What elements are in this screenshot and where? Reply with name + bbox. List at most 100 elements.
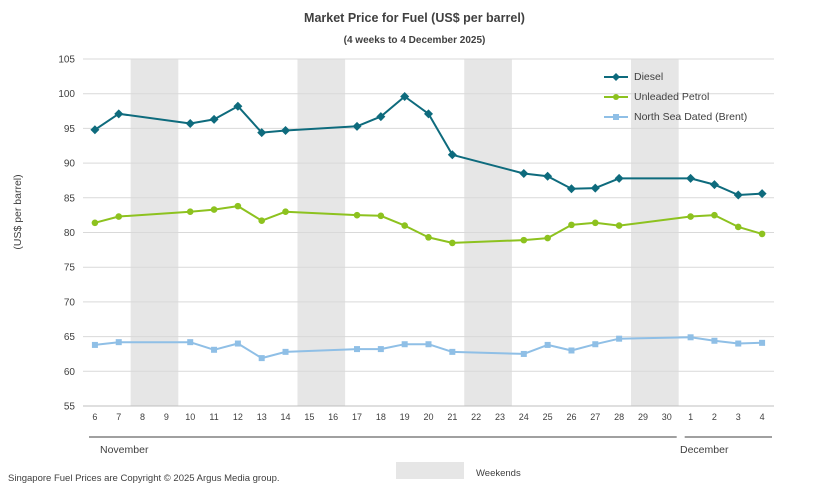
point-2-22 — [616, 335, 623, 342]
y-tick-label-55: 55 — [64, 402, 76, 413]
month-label-december: December — [680, 444, 729, 456]
x-tick-label-5: 11 — [209, 412, 218, 422]
y-tick-label-100: 100 — [58, 89, 75, 100]
point-0-12 — [376, 112, 386, 122]
legend-brent-swatch — [604, 114, 628, 120]
chart-title: Market Price for Fuel (US$ per barrel) — [304, 11, 525, 25]
x-tick-label-20: 26 — [566, 412, 576, 422]
legend-label-brent: North Sea Dated (Brent) — [634, 111, 748, 123]
x-tick-label-18: 24 — [519, 412, 529, 422]
x-tick-label-22: 28 — [614, 412, 624, 422]
x-tick-label-8: 14 — [281, 412, 291, 422]
x-tick-label-21: 27 — [590, 412, 600, 422]
point-1-14 — [425, 234, 432, 241]
point-1-13 — [401, 222, 408, 229]
point-1-1 — [115, 213, 123, 220]
x-tick-label-11: 17 — [352, 412, 362, 422]
y-tick-label-60: 60 — [64, 367, 76, 378]
point-2-15 — [449, 348, 456, 355]
point-0-6 — [233, 101, 243, 111]
point-1-25 — [687, 213, 694, 220]
y-tick-label-65: 65 — [64, 332, 76, 343]
point-1-11 — [353, 211, 361, 219]
x-tick-label-2: 8 — [140, 412, 145, 422]
point-2-19 — [544, 341, 551, 348]
x-tick-label-27: 3 — [736, 412, 741, 422]
point-0-5 — [209, 114, 219, 124]
legend-label-diesel: Diesel — [634, 71, 664, 83]
point-2-8 — [282, 348, 289, 355]
point-2-1 — [115, 339, 122, 346]
point-2-25 — [687, 334, 694, 341]
point-2-20 — [568, 347, 575, 354]
y-tick-label-75: 75 — [64, 263, 76, 274]
point-1-0 — [91, 219, 99, 227]
point-0-4 — [185, 119, 195, 129]
x-tick-label-25: 1 — [688, 412, 693, 422]
x-tick-label-10: 16 — [328, 412, 338, 422]
x-tick-label-23: 29 — [638, 412, 648, 422]
x-tick-label-13: 19 — [400, 412, 410, 422]
x-tick-label-9: 15 — [304, 412, 314, 422]
point-2-6 — [234, 340, 241, 347]
y-tick-label-95: 95 — [64, 124, 76, 135]
legend-label-unleaded-petrol: Unleaded Petrol — [634, 91, 710, 103]
x-tick-label-26: 2 — [712, 412, 717, 422]
x-tick-label-14: 20 — [423, 412, 433, 422]
y-tick-label-85: 85 — [64, 193, 76, 204]
point-2-14 — [425, 341, 432, 348]
x-tick-label-19: 25 — [543, 412, 553, 422]
x-tick-label-4: 10 — [185, 412, 195, 422]
x-tick-label-16: 22 — [471, 412, 481, 422]
y-tick-label-80: 80 — [64, 228, 76, 239]
point-0-20 — [566, 184, 576, 194]
x-tick-label-24: 30 — [662, 412, 672, 422]
legend-diesel-swatch — [604, 73, 628, 81]
point-0-13 — [400, 91, 410, 101]
point-1-6 — [234, 202, 242, 210]
x-tick-label-7: 13 — [257, 412, 267, 422]
copyright-footer: Singapore Fuel Prices are Copyright © 20… — [8, 473, 280, 484]
x-tick-label-12: 18 — [376, 412, 386, 422]
point-1-20 — [568, 221, 575, 229]
point-2-28 — [759, 339, 766, 346]
point-2-4 — [187, 339, 194, 346]
month-label-november: November — [100, 444, 149, 456]
y-tick-label-70: 70 — [64, 297, 76, 308]
point-2-7 — [258, 355, 265, 362]
point-2-21 — [592, 341, 599, 348]
point-0-26 — [709, 180, 719, 190]
y-tick-label-90: 90 — [64, 159, 76, 170]
x-tick-label-3: 9 — [164, 412, 169, 422]
x-tick-label-17: 23 — [495, 412, 505, 422]
y-tick-label-105: 105 — [58, 55, 75, 66]
point-2-27 — [735, 340, 742, 347]
point-2-12 — [377, 346, 384, 353]
point-1-19 — [544, 234, 551, 242]
point-0-25 — [686, 173, 696, 183]
point-0-18 — [519, 169, 529, 179]
point-0-15 — [447, 150, 457, 160]
point-1-12 — [377, 212, 385, 220]
point-1-4 — [186, 208, 194, 215]
chart-subtitle: (4 weeks to 4 December 2025) — [343, 35, 486, 46]
point-0-28 — [757, 189, 767, 199]
legend-unleaded-swatch — [604, 94, 628, 100]
point-0-27 — [733, 190, 743, 200]
point-0-0 — [90, 125, 100, 135]
point-0-11 — [352, 121, 362, 131]
point-2-0 — [91, 341, 98, 348]
point-1-15 — [449, 239, 456, 247]
point-2-13 — [401, 341, 408, 348]
point-0-22 — [614, 173, 624, 183]
weekends-legend-label: Weekends — [476, 468, 521, 479]
x-tick-label-0: 6 — [92, 412, 97, 422]
point-0-19 — [543, 171, 553, 181]
point-1-7 — [258, 217, 266, 225]
point-1-5 — [210, 206, 218, 213]
point-1-22 — [615, 222, 623, 229]
point-1-18 — [520, 236, 528, 244]
point-1-28 — [758, 230, 766, 238]
point-0-1 — [114, 109, 124, 119]
